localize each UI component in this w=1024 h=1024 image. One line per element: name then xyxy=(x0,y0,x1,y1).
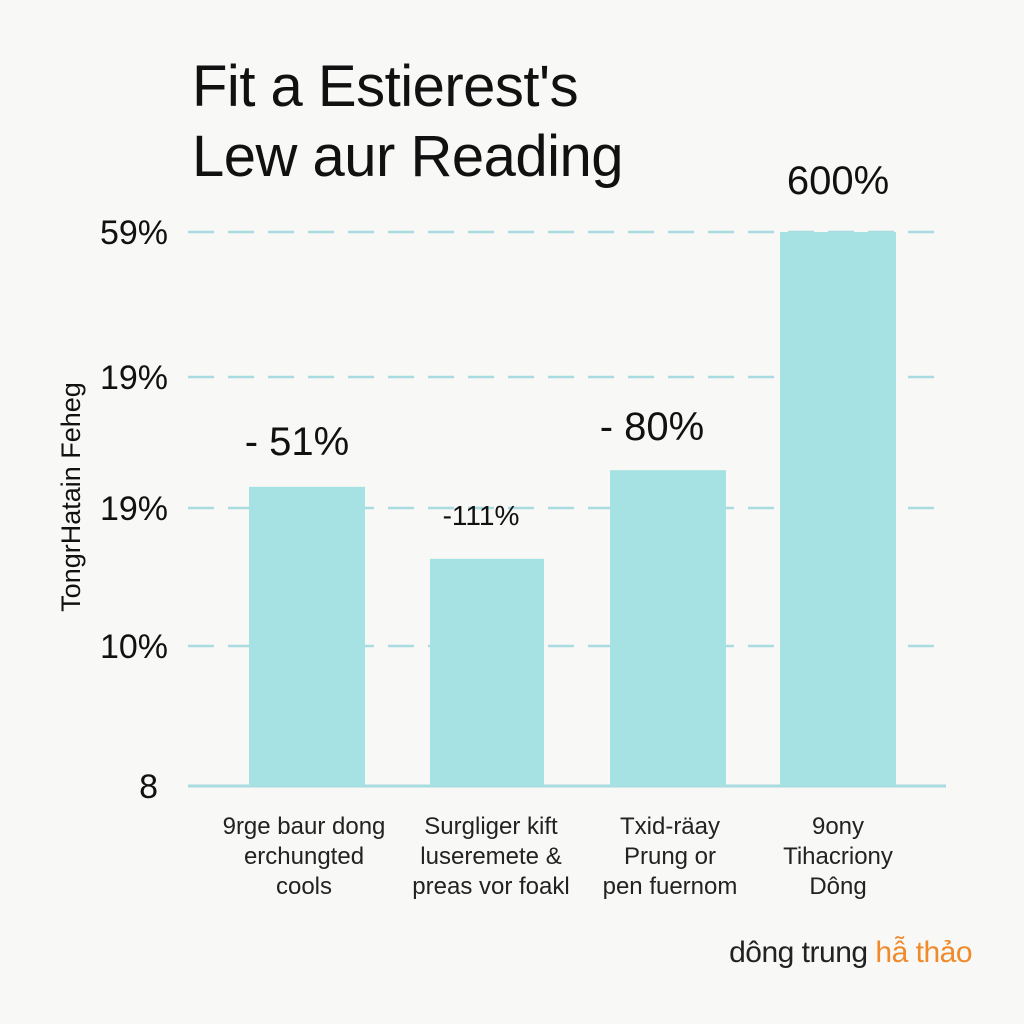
x-tick-label-line: Surgliger kift xyxy=(424,813,558,840)
x-tick-label-line: preas vor foakl xyxy=(412,873,570,900)
x-tick-label-line: Tihacriony xyxy=(783,843,893,870)
data-labels: - 51% -111% - 80% 600% xyxy=(245,159,889,531)
bar-value-label: -111% xyxy=(443,500,520,531)
chart-title: Fit a Estierest's Lew aur Reading xyxy=(192,52,832,192)
x-tick-label-line: pen fuernom xyxy=(602,873,738,900)
bar-value-label: - 80% xyxy=(600,405,705,449)
y-tick-label: 10% xyxy=(100,628,168,666)
chart-title-line-2: Lew aur Reading xyxy=(192,124,624,189)
bar xyxy=(430,558,544,786)
bar xyxy=(780,232,896,786)
x-tick-label: 9ony Tihacriony Dông xyxy=(743,812,933,902)
bar xyxy=(610,470,726,786)
y-tick-label: 8 xyxy=(139,768,158,806)
x-tick-label-line: 9ony xyxy=(811,813,865,840)
x-tick-label: 9rge baur dong erchungted cools xyxy=(209,812,399,902)
bar xyxy=(249,486,365,786)
x-tick-label-line: 9rge baur dong xyxy=(222,813,386,840)
x-tick-label-line: Dông xyxy=(809,873,867,900)
x-tick-label: Surgliger kift luseremete & preas vor foak… xyxy=(396,812,586,902)
y-tick-label: 19% xyxy=(100,490,168,528)
chart-title-line-1: Fit a Estierest's xyxy=(192,54,579,119)
x-tick-label-line: Prung or xyxy=(623,843,717,870)
y-tick-labels: 59% 19% 19% 10% 8 xyxy=(100,214,168,806)
x-tick-label-line: cools xyxy=(275,873,333,900)
x-tick-label-line: luseremete & xyxy=(420,843,562,870)
x-tick-label-line: Txid-räay xyxy=(619,813,721,840)
bar-value-label: 600% xyxy=(787,159,889,203)
bars xyxy=(249,232,896,786)
x-tick-label-line: erchungted xyxy=(243,843,365,870)
watermark: dông trung hẫ thảo xyxy=(729,936,972,970)
bar-value-label: - 51% xyxy=(245,420,350,464)
y-tick-label: 19% xyxy=(100,359,168,397)
x-tick-label: Txid-räay Prung or pen fuernom xyxy=(575,812,765,902)
watermark-text: dông trung xyxy=(729,936,876,969)
watermark-accent-text: hẫ thảo xyxy=(875,936,972,969)
y-tick-label: 59% xyxy=(100,214,168,252)
y-axis-label: TongrHatain Feheg xyxy=(56,382,86,612)
